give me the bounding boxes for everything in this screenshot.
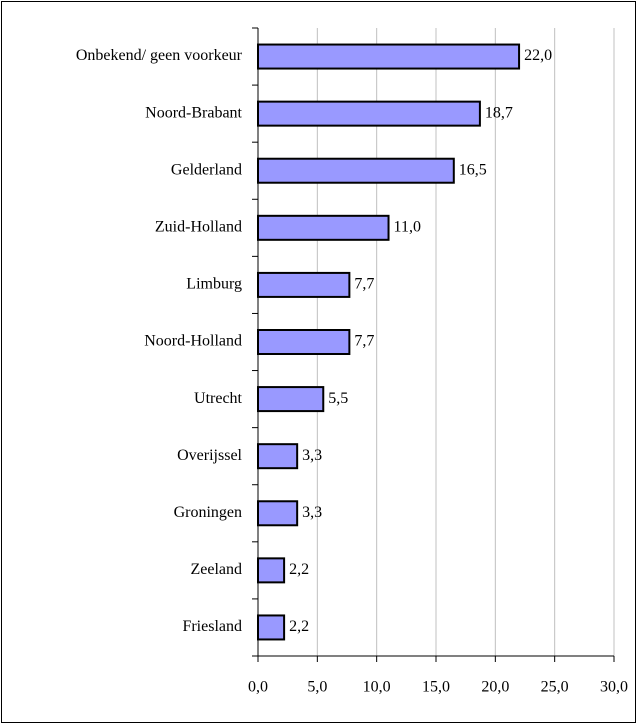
y-tick-label: Noord-Holland	[144, 333, 242, 350]
bar	[257, 100, 481, 127]
x-tick-label: 0,0	[248, 679, 268, 696]
bar	[257, 557, 286, 584]
bar	[257, 43, 521, 70]
value-label: 22,0	[524, 47, 552, 64]
x-tick-label: 5,0	[307, 679, 327, 696]
value-label: 7,7	[354, 333, 374, 350]
x-tick-label: 10,0	[363, 679, 391, 696]
value-label: 2,2	[289, 618, 309, 635]
y-tick-label: Zeeland	[190, 561, 242, 578]
value-label: 3,3	[302, 504, 322, 521]
value-label: 7,7	[354, 276, 374, 293]
x-tick-label: 20,0	[481, 679, 509, 696]
y-tick-label: Zuid-Holland	[155, 218, 242, 235]
bar	[257, 214, 390, 241]
y-tick-label: Overijssel	[177, 447, 242, 464]
bar	[257, 386, 325, 413]
x-tick-label: 15,0	[422, 679, 450, 696]
x-tick-label: 30,0	[600, 679, 628, 696]
y-tick-label: Gelderland	[171, 161, 242, 178]
y-tick-label: Limburg	[186, 276, 242, 293]
value-label: 11,0	[394, 218, 421, 235]
value-label: 2,2	[289, 561, 309, 578]
bar	[257, 614, 286, 641]
value-label: 16,5	[459, 161, 487, 178]
y-tick-label: Noord-Brabant	[145, 104, 242, 121]
y-tick-label: Utrecht	[194, 390, 243, 407]
value-label: 3,3	[302, 447, 322, 464]
bar	[257, 329, 351, 355]
y-tick-label: Onbekend/ geen voorkeur	[76, 47, 243, 64]
x-tick-label: 25,0	[541, 679, 569, 696]
value-label: 5,5	[328, 390, 348, 407]
bar	[257, 157, 455, 184]
value-label: 18,7	[485, 104, 513, 121]
bar	[257, 271, 351, 298]
y-tick-label: Friesland	[182, 618, 242, 635]
bar	[257, 443, 299, 470]
y-tick-label: Groningen	[174, 504, 242, 521]
bar	[257, 500, 299, 527]
